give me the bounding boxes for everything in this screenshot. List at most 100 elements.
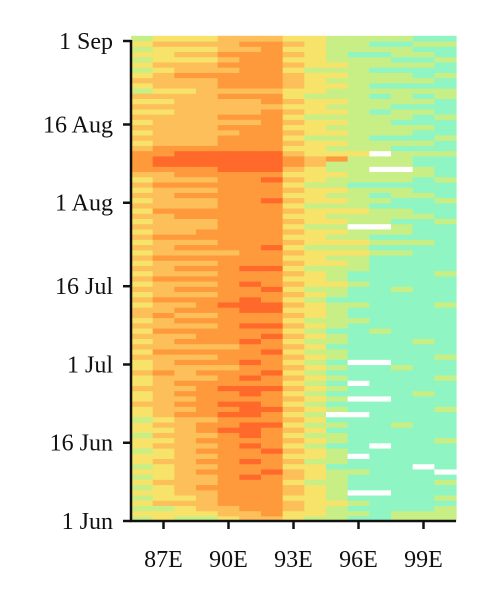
heatmap-cell [347,479,370,486]
heatmap-cell [282,432,305,439]
x-tick-label: 87E [144,547,183,573]
heatmap-cell [369,453,392,459]
heatmap-cell [152,228,175,235]
heatmap-cell [412,249,435,256]
heatmap-cell [239,369,262,376]
heatmap-cell [434,348,457,355]
heatmap-cell [391,171,414,178]
heatmap-cell [217,134,240,141]
heatmap-cell [261,129,284,136]
heatmap-cell [304,468,327,475]
heatmap-cell [196,416,219,423]
heatmap-cell [391,317,414,324]
heatmap-cell [152,46,175,53]
heatmap-cell [326,317,349,324]
heatmap-cell [239,484,262,491]
heatmap-cell [131,197,154,204]
heatmap-cell [304,103,327,110]
heatmap-cell [391,322,414,329]
heatmap-cell [326,484,349,491]
heatmap-cell [369,67,392,73]
heatmap-cell [196,395,219,402]
heatmap-cell [131,453,154,459]
heatmap-cell [196,479,219,486]
heatmap-cell [391,46,414,53]
heatmap-cell [347,437,370,444]
heatmap-cell [434,254,457,261]
heatmap-cell [152,427,175,433]
heatmap-cell [326,202,349,209]
heatmap-cell [196,140,219,146]
heatmap-cell [261,333,284,339]
heatmap-cell [304,155,327,162]
heatmap-cell [239,260,262,266]
heatmap-cell [282,155,305,162]
heatmap-cell [239,453,262,459]
heatmap-cell [369,494,392,501]
heatmap-cell [196,484,219,491]
heatmap-cell [196,228,219,235]
heatmap-cell [131,35,154,42]
heatmap-cell [196,166,219,173]
heatmap-cell [391,56,414,63]
heatmap-cell [282,254,305,261]
heatmap-cell [131,223,154,230]
heatmap-cell [412,234,435,240]
heatmap-cell [326,161,349,167]
heatmap-cell [131,474,154,480]
heatmap-cell [412,166,435,173]
heatmap-cell [217,51,240,58]
heatmap-cell [369,442,392,449]
heatmap-cell [174,390,197,397]
heatmap-cell [261,93,284,99]
heatmap-cell [239,474,262,480]
heatmap-cell [412,427,435,433]
heatmap-cell [391,223,414,230]
heatmap-cell [434,218,457,225]
heatmap-cell [434,187,457,193]
heatmap-cell [196,234,219,240]
heatmap-cell [152,395,175,402]
heatmap-cell [412,213,435,219]
heatmap-cell [239,463,262,470]
heatmap-cell [239,500,262,506]
heatmap-cell [196,312,219,319]
heatmap-cell [152,463,175,470]
heatmap-cell [174,202,197,209]
heatmap-cell [391,406,414,413]
heatmap-cell [391,150,414,157]
heatmap-cell [326,61,349,68]
heatmap-cell [412,35,435,42]
heatmap-cell [174,484,197,491]
heatmap-cell [282,166,305,173]
heatmap-cell [369,181,392,188]
heatmap-cell [391,380,414,386]
heatmap-cell [304,286,327,293]
heatmap-cell [196,114,219,120]
heatmap-cell [347,458,370,465]
heatmap-cell [152,338,175,345]
heatmap-cell [434,301,457,308]
heatmap-cell [391,327,414,334]
heatmap-cell [217,453,240,459]
heatmap-cell [347,207,370,214]
heatmap-cell [196,192,219,199]
heatmap-cell [347,145,370,152]
heatmap-cell [347,489,370,496]
heatmap-cell [131,510,154,517]
heatmap-cell [391,359,414,366]
heatmap-cell [434,286,457,293]
heatmap-cell [261,395,284,402]
heatmap-cell [282,265,305,272]
heatmap-cell [282,35,305,42]
heatmap-cell [412,218,435,225]
heatmap-cell [261,161,284,167]
heatmap-cell [326,275,349,282]
heatmap-cell [369,385,392,392]
heatmap-cell [347,155,370,162]
heatmap-cell [326,291,349,298]
heatmap-cell [131,286,154,293]
heatmap-cell [347,176,370,183]
heatmap-cell [174,343,197,350]
heatmap-cell [347,119,370,126]
